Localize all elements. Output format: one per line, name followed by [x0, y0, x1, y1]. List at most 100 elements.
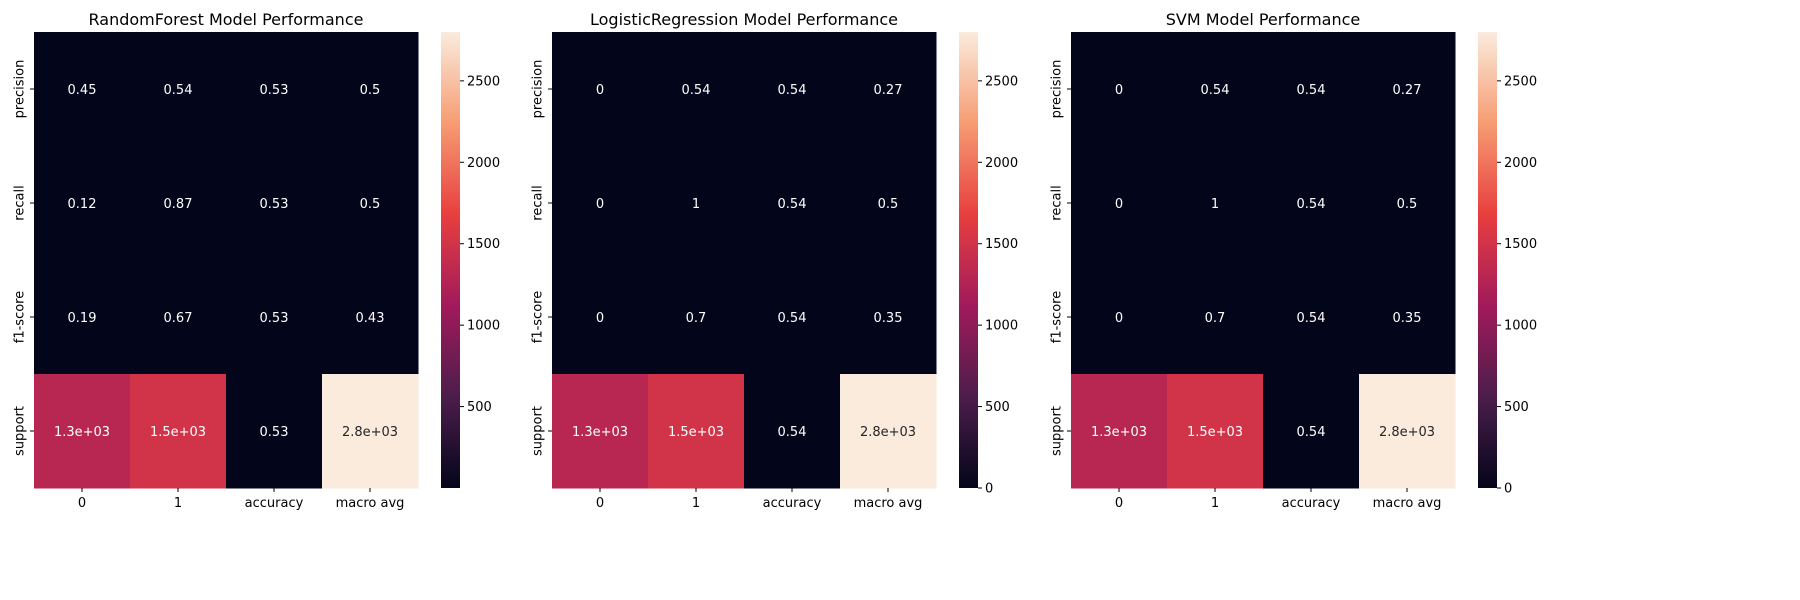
cell-label: 0.54 [1297, 425, 1326, 440]
heatmap-cell [34, 146, 131, 261]
cell-label: 0.87 [164, 197, 193, 212]
cell-label: 0.19 [68, 311, 97, 326]
colorbar-tick-label: 2000 [467, 156, 500, 171]
heatmap-cell [840, 374, 937, 489]
cell-label: 1.3e+03 [1091, 425, 1147, 440]
cell-label: 0.7 [686, 311, 707, 326]
cell-label: 1.3e+03 [572, 425, 628, 440]
colorbar-tick-label: 2500 [985, 74, 1018, 89]
x-tick-label: macro avg [1373, 496, 1442, 511]
x-tick-label: accuracy [245, 496, 304, 511]
heatmap-cell [322, 146, 419, 261]
y-tick-label: recall [1050, 185, 1065, 220]
heatmap-cell [1167, 146, 1264, 261]
heatmap-cell [130, 374, 227, 489]
colorbar-tick-label: 2500 [467, 74, 500, 89]
heatmap-cell [1071, 260, 1168, 375]
x-tick-label: accuracy [1282, 496, 1341, 511]
colorbar-tick-label: 500 [985, 400, 1010, 415]
colorbar-tick-label: 500 [467, 400, 492, 415]
heatmap-cell [1167, 32, 1264, 147]
heatmap-cell [1263, 260, 1360, 375]
cell-label: 0.54 [778, 425, 807, 440]
colorbar-tick-label: 1500 [985, 237, 1018, 252]
heatmap-cell [648, 260, 745, 375]
chart-title: RandomForest Model Performance [89, 10, 364, 29]
heatmap-cell [840, 146, 937, 261]
heatmap-cell [322, 260, 419, 375]
y-tick-label: recall [13, 185, 28, 220]
cell-label: 1.5e+03 [1187, 425, 1243, 440]
heatmap-cell [552, 32, 649, 147]
cell-label: 1 [692, 197, 700, 212]
heatmap-cell [648, 374, 745, 489]
cell-label: 0 [596, 197, 604, 212]
cell-label: 1.5e+03 [668, 425, 724, 440]
cell-label: 0.54 [778, 197, 807, 212]
x-tick-label: 1 [174, 496, 182, 511]
cell-label: 0.5 [1397, 197, 1418, 212]
colorbar-tick-label: 1000 [985, 319, 1018, 334]
cell-label: 0.54 [1297, 197, 1326, 212]
heatmap-cell [1263, 374, 1360, 489]
y-tick-label: precision [1050, 60, 1065, 119]
colorbar-tick-label: 2500 [1504, 74, 1537, 89]
x-tick-label: macro avg [336, 496, 405, 511]
heatmap-cell [1167, 260, 1264, 375]
heatmap-cell [744, 32, 841, 147]
heatmap-cell [1263, 32, 1360, 147]
cell-label: 0.54 [682, 83, 711, 98]
colorbar-tick-label: 1000 [467, 319, 500, 334]
heatmap-panel-0: RandomForest Model Performance 0.45 0.54 0.… [13, 10, 501, 511]
y-tick-label: support [1050, 406, 1065, 456]
heatmap-cell [552, 260, 649, 375]
heatmap-cell [130, 260, 227, 375]
heatmap-cell [1359, 146, 1456, 261]
cell-label: 0.5 [878, 197, 899, 212]
cell-label: 0.54 [1297, 83, 1326, 98]
heatmap-cell [226, 260, 323, 375]
colorbar-tick-label: 2000 [985, 156, 1018, 171]
cell-label: 0.54 [1201, 83, 1230, 98]
heatmap-cell [1071, 146, 1168, 261]
heatmap-cell [648, 146, 745, 261]
cell-label: 0.54 [778, 83, 807, 98]
heatmap-panel-2: SVM Model Performance 0 0.54 0.54 0.27 0 1 0.54… [1050, 10, 1538, 511]
heatmap-cell [744, 374, 841, 489]
y-tick-label: recall [531, 185, 546, 220]
x-tick-label: 1 [692, 496, 700, 511]
cell-label: 1.5e+03 [150, 425, 206, 440]
chart-title: LogisticRegression Model Performance [590, 10, 898, 29]
cell-label: 0 [1115, 83, 1123, 98]
colorbar-tick-label: 0 [1504, 482, 1512, 497]
cell-label: 1 [1211, 197, 1219, 212]
cell-label: 0.53 [260, 197, 289, 212]
heatmap-cell [1167, 374, 1264, 489]
heatmap-cell [1359, 32, 1456, 147]
y-tick-label: precision [531, 60, 546, 119]
x-tick-label: 0 [596, 496, 604, 511]
colorbar-tick-label: 500 [1504, 400, 1529, 415]
heatmap-cell [1263, 146, 1360, 261]
heatmap-cell [322, 32, 419, 147]
cell-label: 2.8e+03 [860, 425, 916, 440]
cell-label: 0.12 [68, 197, 97, 212]
cell-label: 0.53 [260, 83, 289, 98]
cell-label: 0 [596, 311, 604, 326]
colorbar [441, 32, 460, 488]
heatmap-cell [322, 374, 419, 489]
cell-label: 0.5 [360, 197, 381, 212]
heatmap-cell [552, 374, 649, 489]
heatmap-cell [226, 146, 323, 261]
chart-title: SVM Model Performance [1166, 10, 1361, 29]
y-tick-label: support [531, 406, 546, 456]
colorbar-tick-label: 1500 [1504, 237, 1537, 252]
y-tick-label: f1-score [1050, 291, 1065, 343]
heatmap-cell [1359, 374, 1456, 489]
cell-label: 0 [1115, 197, 1123, 212]
cell-label: 0.45 [68, 83, 97, 98]
colorbar-tick-label: 1500 [467, 237, 500, 252]
y-tick-label: support [13, 406, 28, 456]
cell-label: 2.8e+03 [342, 425, 398, 440]
heatmap-cell [1071, 374, 1168, 489]
